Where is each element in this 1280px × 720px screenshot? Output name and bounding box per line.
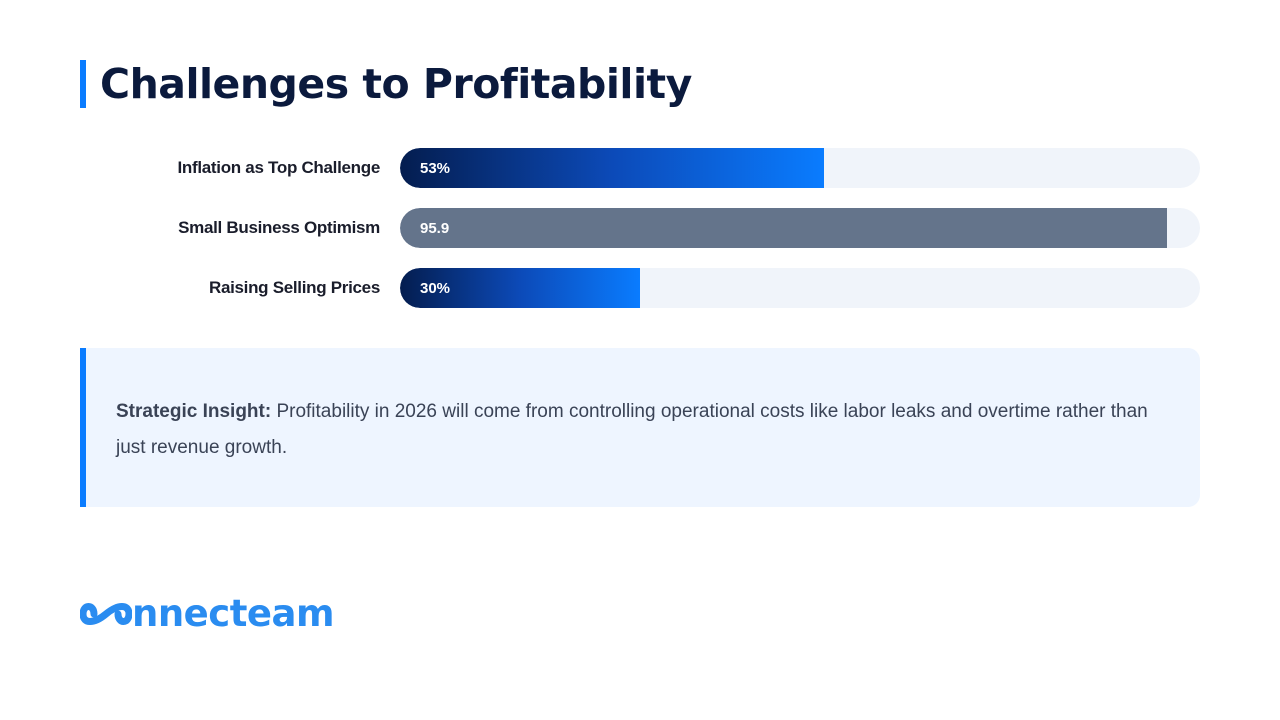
bar-track: 30% [400, 268, 1200, 308]
bar-value-label: 95.9 [420, 219, 450, 237]
bar-track: 53% [400, 148, 1200, 188]
bar-fill: 53% [400, 148, 824, 188]
bar-value-label: 53% [420, 159, 451, 177]
bar-track: 95.9 [400, 208, 1200, 248]
insight-label: Strategic Insight: [116, 401, 272, 422]
page-title: Challenges to Profitability [100, 60, 692, 108]
logo-wordmark: nnecteam [132, 592, 335, 635]
bar-fill: 95.9 [400, 208, 1168, 248]
bar-row: Inflation as Top Challenge 53% [80, 148, 1200, 188]
infinity-logo-icon [80, 603, 132, 625]
insight-callout: Strategic Insight: Profitability in 2026… [80, 348, 1200, 507]
title-accent-bar [80, 60, 86, 108]
bar-row: Raising Selling Prices 30% [80, 268, 1200, 308]
connecteam-logo: nnecteam [80, 592, 335, 635]
title-block: Challenges to Profitability [80, 60, 692, 108]
bar-fill: 30% [400, 268, 640, 308]
bar-row: Small Business Optimism 95.9 [80, 208, 1200, 248]
bar-category-label: Raising Selling Prices [208, 278, 380, 297]
bar-value-label: 30% [420, 279, 451, 297]
bar-category-label: Inflation as Top Challenge [177, 158, 380, 177]
bar-chart: Inflation as Top Challenge 53% Small Busin… [80, 148, 1200, 328]
bar-category-label: Small Business Optimism [178, 218, 380, 237]
insight-text: Profitability in 2026 will come from con… [116, 401, 1148, 458]
